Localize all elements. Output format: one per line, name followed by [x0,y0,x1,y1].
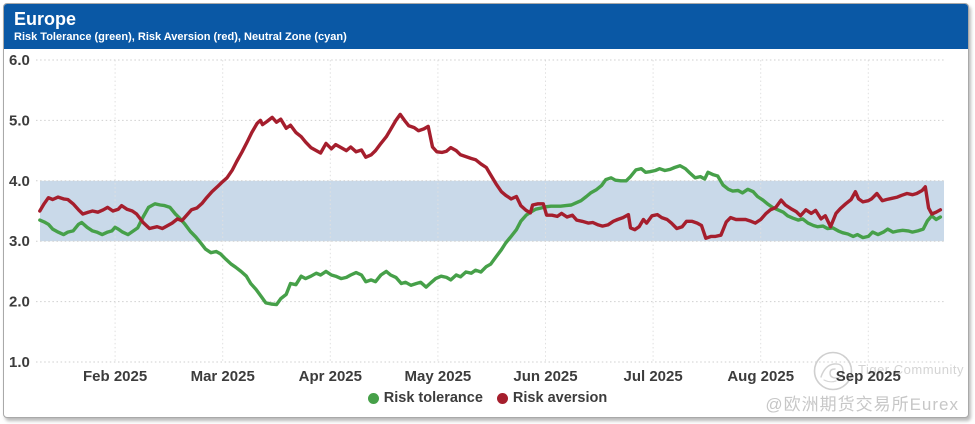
legend-item-risk-tolerance: Risk tolerance [367,390,483,406]
chart-header: Europe Risk Tolerance (green), Risk Aver… [4,4,968,49]
legend-item-risk-aversion: Risk aversion [496,390,608,406]
risk-aversion-dot-icon [496,392,508,404]
tiger-logo-icon [813,351,853,391]
legend-label: Risk aversion [512,390,608,406]
chart-legend: Risk tolerance Risk aversion [0,390,975,406]
chart-subtitle: Risk Tolerance (green), Risk Aversion (r… [14,31,347,43]
risk-tolerance-dot-icon [367,392,379,404]
watermark-handle: @欧洲期货交易所Eurex [765,395,959,414]
watermark-brand: Tiger Community [858,362,964,377]
chart-title: Europe [14,9,77,29]
legend-label: Risk tolerance [383,390,483,406]
